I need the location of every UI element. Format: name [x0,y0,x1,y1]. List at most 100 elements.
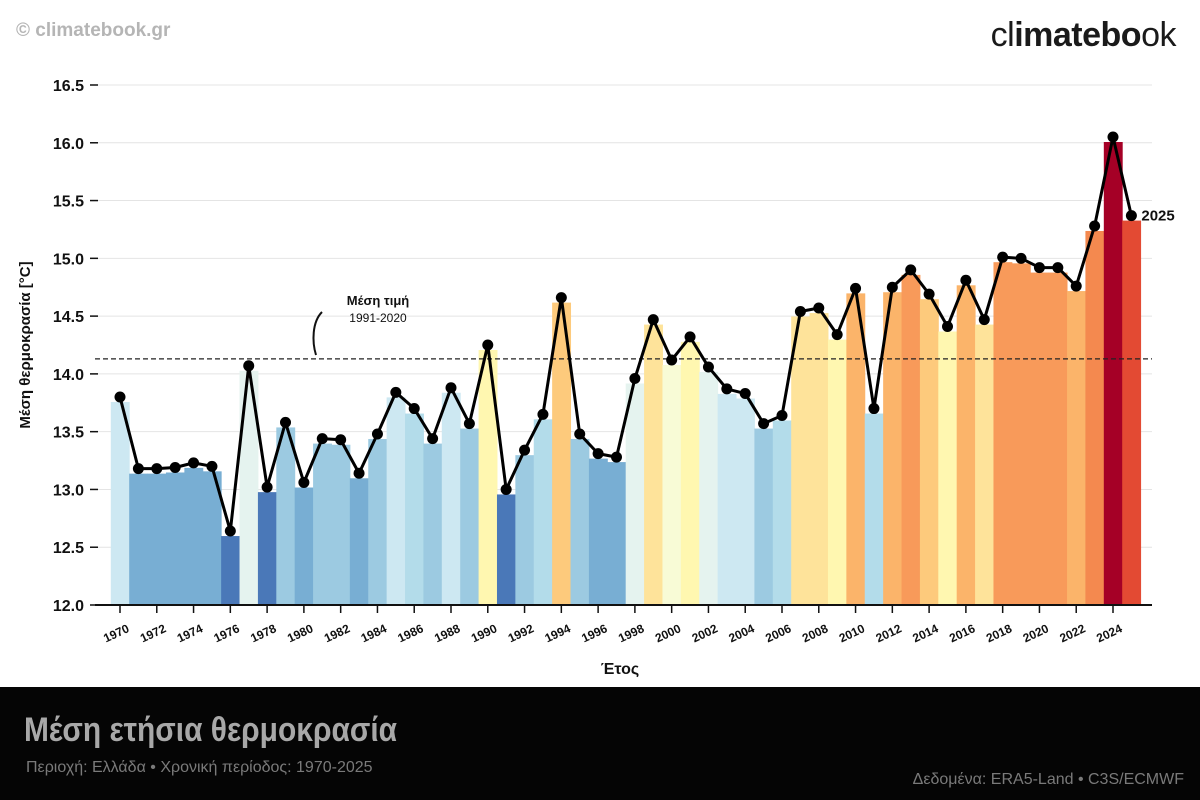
x-tick-label: 1972 [138,621,168,645]
x-tick-label: 1990 [469,621,499,645]
bar-2019 [1011,263,1031,605]
point-1997 [611,451,622,463]
bar-1977 [239,370,259,605]
bar-1998 [625,383,645,605]
bar-1979 [276,427,296,605]
y-tick-label: 14.0 [53,367,84,384]
point-2024 [1107,131,1119,143]
x-tick-label: 1980 [285,621,315,645]
y-tick-label: 13.5 [53,425,84,442]
x-tick-label: 1974 [175,621,205,645]
bar-1988 [441,392,461,605]
bar-2018 [993,262,1013,605]
point-2012 [886,281,898,293]
point-1992 [519,444,531,456]
bar-2011 [864,413,884,605]
bar-1981 [313,443,332,605]
point-1977 [243,360,255,372]
x-tick-label: 2024 [1094,621,1124,645]
point-2021 [1052,262,1064,274]
bar-2020 [1030,272,1050,605]
bar-2002 [699,371,719,605]
bar-1990 [478,350,498,605]
bar-1986 [405,413,424,605]
x-tick-label: 1998 [616,621,646,645]
y-tick-label: 13.0 [53,482,84,499]
bar-1999 [644,324,663,605]
point-2010 [850,282,862,294]
point-1987 [427,433,439,445]
logo-part: cl [990,16,1015,54]
x-tick-label: 2022 [1057,621,1087,645]
reference-sublabel: 1991-2020 [349,311,407,325]
y-tick-label: 15.5 [53,194,84,211]
temperature-line [118,135,1133,533]
point-1985 [390,386,402,398]
x-tick-label: 2012 [874,621,904,645]
logo-part: ok [1141,16,1176,54]
point-1983 [353,467,365,479]
bar-1996 [588,458,608,605]
bar-1976 [221,536,241,605]
point-2019 [1015,252,1027,264]
point-2005 [758,418,770,430]
point-1975 [206,460,218,472]
x-tick-label: 1976 [212,621,242,645]
x-tick-label: 1994 [543,621,573,645]
bar-1973 [165,472,185,605]
point-1970 [114,391,126,403]
point-2008 [813,302,825,314]
point-1982 [335,434,347,446]
copyright-text: © climatebook.gr [16,20,171,41]
x-tick-label: 2000 [653,621,683,645]
data-source: Δεδομένα: ERA5-Land • C3S/ECMWF [912,771,1184,788]
x-tick-label: 1978 [248,621,278,645]
bar-2007 [791,316,811,605]
point-2020 [1033,262,1045,274]
x-tick-label: 2008 [800,621,830,645]
point-1984 [371,428,383,440]
point-1971 [132,463,144,475]
x-tick-label: 2014 [910,621,940,645]
point-2018 [997,251,1009,263]
point-2009 [831,329,843,341]
point-1989 [463,418,475,430]
last-year-label: 2025 [1141,208,1174,225]
x-tick-label: 2020 [1021,621,1051,645]
x-tick-label: 2016 [947,621,977,645]
x-tick-label: 2006 [763,621,793,645]
bar-1975 [202,471,222,605]
climatebook-logo: climatebook [990,16,1177,55]
bar-1982 [331,444,351,605]
chart-subtitle: Περιοχή: Ελλάδα • Χρονική περίοδος: 1970… [26,759,373,776]
y-tick-label: 12.5 [53,540,84,557]
bar-1983 [349,478,369,605]
bar-1984 [368,438,388,605]
point-1976 [224,525,236,537]
x-tick-label: 1970 [101,621,131,645]
x-tick-label: 1992 [506,621,536,645]
point-2000 [666,354,678,366]
temperature-chart: Μέση τιμή 1991-2020 12.0 12.5 13.0 13.5 14.0… [17,78,1175,678]
point-2002 [702,361,714,373]
x-tick-label: 1982 [322,621,352,645]
bar-1987 [423,443,443,605]
bar-2003 [717,393,737,605]
bar-2006 [772,420,792,605]
bar-1974 [184,467,204,605]
bar-2005 [754,428,774,605]
point-1990 [482,339,494,351]
y-axis-label: Μέση θερμοκρασία [°C] [17,261,34,428]
point-1973 [169,461,181,473]
x-axis-label: Έτος [601,661,639,678]
bar-2024 [1103,142,1123,605]
bar-1994 [552,302,572,605]
point-2013 [905,264,917,276]
logo-part: imatebo [1014,16,1142,54]
bar-1970 [110,402,130,605]
bar-1997 [607,462,627,605]
bar-1971 [129,473,149,605]
point-2006 [776,409,788,421]
x-tick-label: 2018 [984,621,1014,645]
y-tick-label: 15.0 [53,251,84,268]
